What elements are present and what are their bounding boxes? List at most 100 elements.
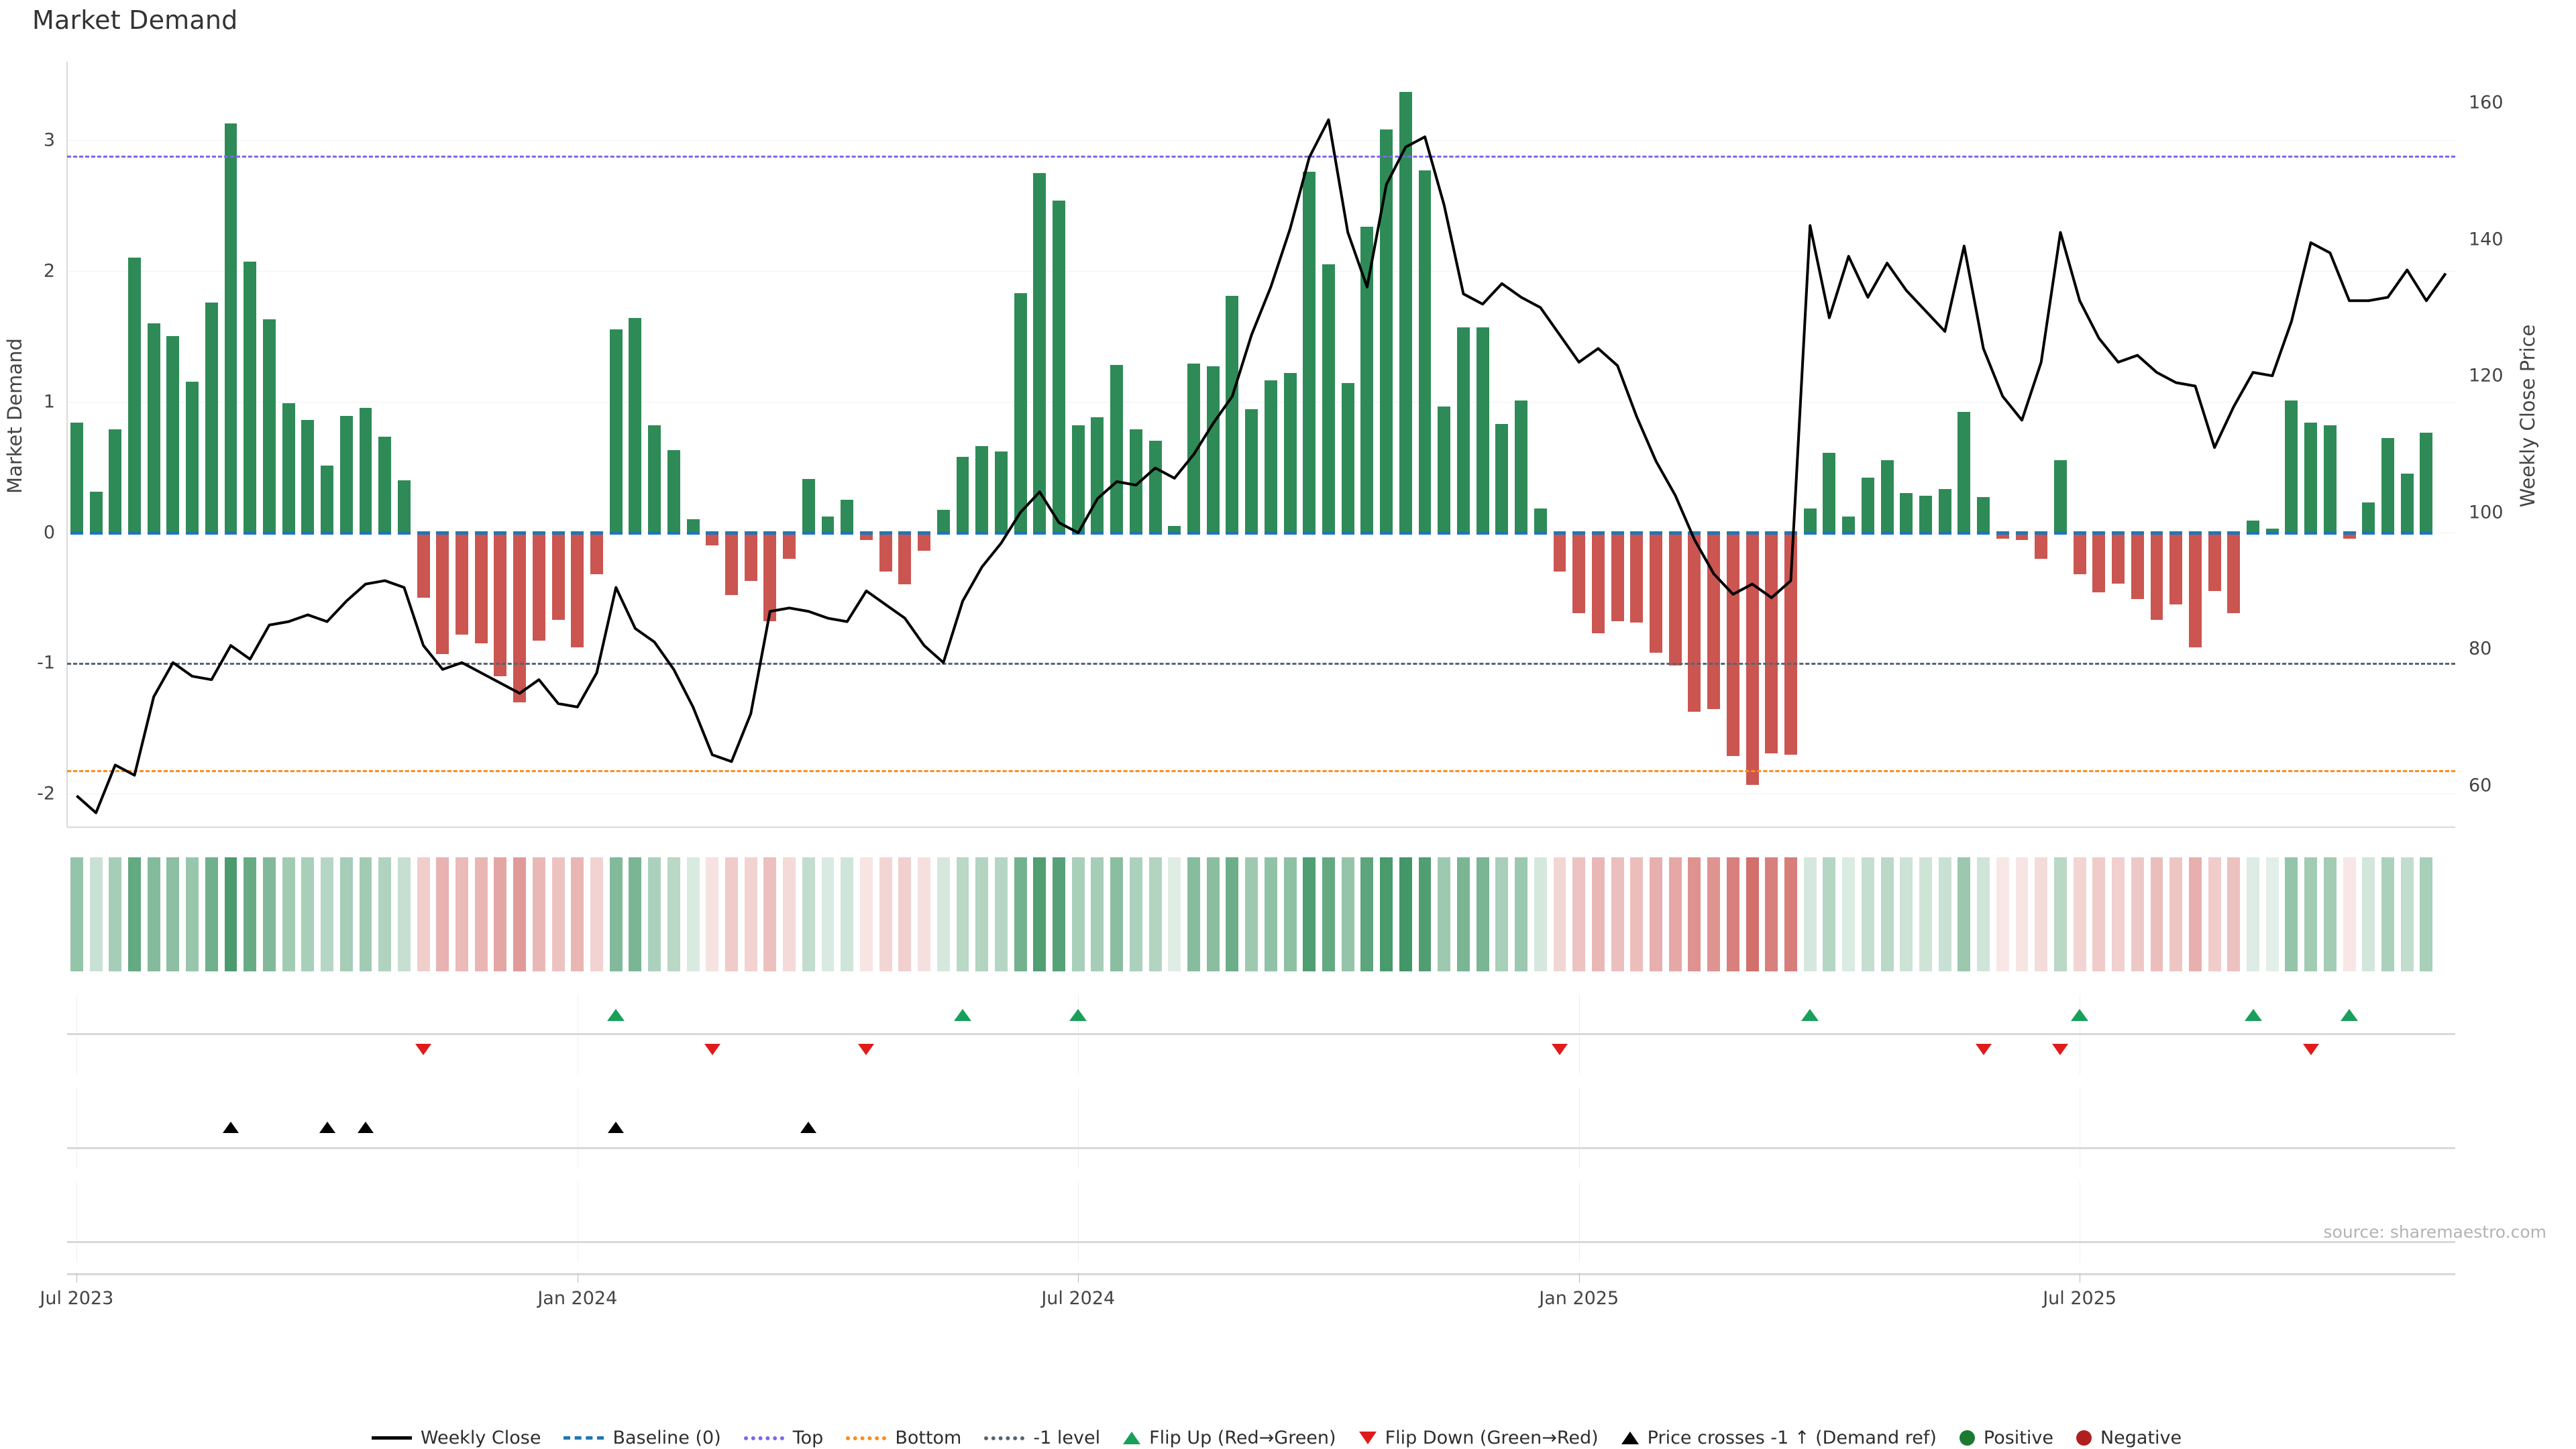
baseline-tick	[109, 531, 122, 535]
baseline-tick	[1053, 531, 1065, 535]
legend-item[interactable]: Top	[743, 1428, 823, 1448]
demand-bar-negative	[2112, 532, 2125, 584]
heat-cell-negative	[1765, 857, 1778, 971]
heat-cell-positive	[2362, 857, 2375, 971]
demand-bar-negative	[1784, 532, 1797, 755]
demand-bar-positive	[1900, 493, 1913, 533]
baseline-tick	[205, 531, 218, 535]
baseline-tick	[2169, 531, 2183, 535]
baseline-tick	[417, 531, 430, 535]
baseline-tick	[2420, 531, 2433, 535]
heat-cell-positive	[2247, 857, 2259, 971]
heat-cell-positive	[1110, 857, 1124, 971]
heat-cell-positive	[128, 857, 141, 971]
baseline-tick	[1438, 531, 1451, 535]
demand-bar-positive	[2265, 528, 2279, 533]
heat-cell-negative	[2227, 857, 2241, 971]
y-axis-tick-right: 120	[2469, 365, 2504, 386]
heat-cell-positive	[821, 857, 835, 971]
demand-bar-negative	[436, 532, 449, 654]
baseline-tick	[339, 531, 353, 535]
price-cross-marker-panel	[67, 1088, 2455, 1169]
flip-marker-panel	[67, 994, 2455, 1075]
demand-bar-positive	[648, 425, 661, 533]
legend-item[interactable]: Negative	[2076, 1428, 2182, 1448]
demand-bar-positive	[128, 258, 141, 533]
demand-bar-positive	[1438, 407, 1451, 533]
legend-item[interactable]: Bottom	[846, 1428, 961, 1448]
flip-up-marker	[2341, 1009, 2359, 1021]
heat-cell-positive	[321, 857, 334, 971]
demand-bar-positive	[378, 437, 392, 533]
baseline-tick	[128, 531, 141, 535]
baseline-tick	[1418, 531, 1432, 535]
baseline-tick	[1033, 531, 1046, 535]
heat-cell-positive	[2381, 857, 2394, 971]
legend-circle-icon	[2076, 1430, 2092, 1446]
demand-bar-negative	[1611, 532, 1624, 622]
demand-bar-positive	[975, 445, 989, 533]
baseline-tick	[1919, 531, 1932, 535]
legend-item[interactable]: Weekly Close	[371, 1428, 541, 1448]
demand-bar-positive	[1938, 489, 1951, 533]
baseline-tick	[1707, 531, 1721, 535]
demand-bar-negative	[706, 532, 719, 546]
flip-up-marker	[1069, 1009, 1087, 1021]
demand-bar-positive	[301, 419, 315, 533]
legend-item[interactable]: Price crosses -1 ↑ (Demand ref)	[1621, 1428, 1937, 1448]
legend-item[interactable]: -1 level	[984, 1428, 1100, 1448]
legend-item[interactable]: Baseline (0)	[564, 1428, 721, 1448]
demand-bar-positive	[1341, 383, 1354, 533]
heat-cell-positive	[109, 857, 122, 971]
heat-cell-negative	[744, 857, 757, 971]
heat-cell-positive	[1206, 857, 1220, 971]
demand-bar-positive	[1322, 264, 1335, 533]
heat-cell-positive	[1977, 857, 1990, 971]
flip-up-marker	[954, 1009, 971, 1021]
heat-cell-negative	[1650, 857, 1662, 971]
demand-bar-positive	[147, 323, 160, 533]
baseline-tick	[686, 531, 700, 535]
demand-bar-positive	[1476, 327, 1489, 533]
demand-bar-positive	[282, 402, 295, 533]
demand-bar-negative	[1746, 532, 1759, 785]
legend-item[interactable]: Flip Down (Green→Red)	[1358, 1428, 1599, 1448]
baseline-tick	[147, 531, 160, 535]
heat-cell-positive	[339, 857, 353, 971]
legend-item[interactable]: Positive	[1959, 1428, 2053, 1448]
baseline-tick	[2092, 531, 2106, 535]
x-axis-tick-label: Jan 2025	[1539, 1288, 1619, 1309]
demand-bar-positive	[70, 422, 83, 533]
baseline-tick	[2112, 531, 2125, 535]
baseline-tick	[2053, 531, 2067, 535]
baseline-tick	[1553, 531, 1566, 535]
heat-cell-positive	[166, 857, 180, 971]
demand-bar-positive	[321, 466, 334, 533]
legend-dotted-line-icon	[984, 1436, 1025, 1440]
demand-bar-positive	[686, 519, 700, 533]
demand-bar-negative	[532, 532, 545, 641]
demand-bar-positive	[1534, 508, 1547, 533]
baseline-tick	[725, 531, 738, 535]
baseline-tick	[2015, 531, 2029, 535]
baseline-tick	[262, 531, 276, 535]
heat-cell-positive	[1919, 857, 1932, 971]
heat-cell-negative	[1707, 857, 1721, 971]
heat-cell-positive	[1033, 857, 1046, 971]
demand-bar-positive	[1071, 425, 1085, 533]
heat-cell-positive	[1476, 857, 1489, 971]
heat-cell-positive	[2304, 857, 2318, 971]
legend-label: Bottom	[895, 1428, 962, 1448]
baseline-tick	[1341, 531, 1354, 535]
heat-cell-negative	[2150, 857, 2163, 971]
demand-bar-negative	[455, 532, 468, 635]
page-title: Market Demand	[32, 5, 238, 35]
y-axis-tick-left: 2	[43, 260, 55, 282]
demand-bar-negative	[1688, 532, 1701, 712]
legend-triangle-up-icon	[1621, 1432, 1639, 1444]
heat-cell-negative	[1611, 857, 1624, 971]
demand-bar-positive	[109, 429, 122, 533]
heat-cell-negative	[2169, 857, 2183, 971]
demand-bar-positive	[1418, 170, 1432, 533]
legend-item[interactable]: Flip Up (Red→Green)	[1123, 1428, 1336, 1448]
